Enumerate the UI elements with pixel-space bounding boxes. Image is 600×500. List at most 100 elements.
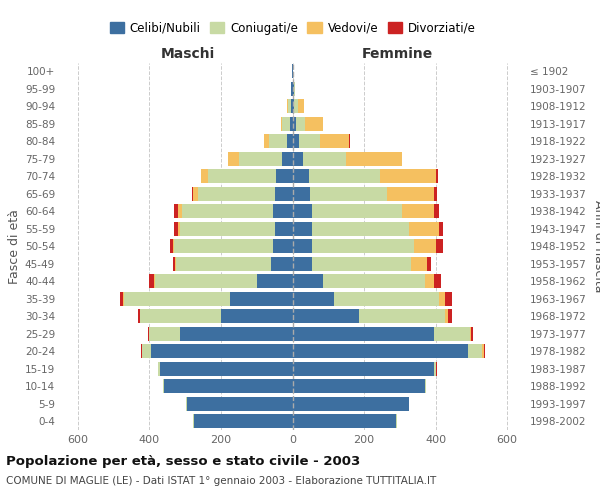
Bar: [312, 239, 414, 254]
Bar: [292, 64, 293, 78]
Bar: [320, 134, 349, 148]
Bar: [288, 99, 291, 114]
Bar: [154, 274, 155, 288]
Bar: [124, 292, 230, 306]
Bar: [291, 82, 292, 96]
Bar: [194, 414, 293, 428]
Bar: [293, 169, 308, 184]
Bar: [434, 186, 437, 201]
Bar: [283, 116, 290, 131]
Bar: [173, 256, 175, 271]
Bar: [293, 204, 312, 218]
Bar: [445, 309, 448, 324]
Bar: [308, 169, 380, 184]
Bar: [312, 256, 410, 271]
Bar: [257, 274, 293, 288]
Bar: [427, 256, 431, 271]
Bar: [200, 169, 201, 184]
Bar: [434, 362, 436, 376]
Bar: [176, 256, 271, 271]
Y-axis label: Anni di nascita: Anni di nascita: [592, 200, 600, 292]
Y-axis label: Fasce di età: Fasce di età: [8, 209, 21, 284]
Bar: [293, 186, 310, 201]
Bar: [178, 204, 182, 218]
Bar: [121, 292, 124, 306]
Bar: [140, 309, 221, 324]
Bar: [175, 204, 178, 218]
Bar: [434, 204, 439, 218]
Bar: [448, 309, 452, 324]
Bar: [439, 222, 443, 236]
Bar: [264, 134, 269, 148]
Bar: [303, 152, 346, 166]
Bar: [228, 152, 239, 166]
Bar: [294, 99, 298, 114]
Bar: [221, 309, 293, 324]
Bar: [387, 186, 434, 201]
Text: Popolazione per età, sesso e stato civile - 2003: Popolazione per età, sesso e stato civil…: [6, 455, 360, 468]
Bar: [293, 152, 303, 166]
Bar: [277, 169, 293, 184]
Bar: [293, 116, 296, 131]
Bar: [346, 152, 401, 166]
Bar: [273, 239, 293, 254]
Bar: [173, 239, 175, 254]
Bar: [468, 344, 482, 358]
Bar: [472, 326, 473, 341]
Bar: [155, 274, 257, 288]
Bar: [281, 116, 283, 131]
Text: COMUNE DI MAGLIE (LE) - Dati ISTAT 1° gennaio 2003 - Elaborazione TUTTITALIA.IT: COMUNE DI MAGLIE (LE) - Dati ISTAT 1° ge…: [6, 476, 436, 486]
Bar: [293, 134, 299, 148]
Bar: [201, 169, 208, 184]
Bar: [275, 186, 293, 201]
Bar: [293, 222, 312, 236]
Bar: [151, 344, 293, 358]
Bar: [293, 414, 396, 428]
Bar: [180, 326, 293, 341]
Bar: [470, 326, 472, 341]
Bar: [198, 186, 275, 201]
Text: Maschi: Maschi: [161, 47, 215, 60]
Bar: [287, 134, 293, 148]
Bar: [299, 134, 320, 148]
Bar: [230, 292, 293, 306]
Bar: [275, 222, 293, 236]
Bar: [410, 256, 427, 271]
Bar: [291, 99, 293, 114]
Bar: [484, 344, 485, 358]
Bar: [409, 222, 439, 236]
Bar: [271, 256, 293, 271]
Bar: [148, 326, 149, 341]
Bar: [282, 152, 293, 166]
Bar: [287, 99, 288, 114]
Bar: [436, 169, 439, 184]
Bar: [293, 239, 312, 254]
Bar: [138, 309, 140, 324]
Bar: [425, 274, 434, 288]
Bar: [149, 274, 154, 288]
Bar: [141, 344, 142, 358]
Bar: [293, 292, 334, 306]
Bar: [170, 239, 173, 254]
Text: Femmine: Femmine: [361, 47, 433, 60]
Bar: [292, 82, 293, 96]
Bar: [298, 99, 304, 114]
Bar: [396, 414, 397, 428]
Bar: [208, 169, 277, 184]
Bar: [414, 239, 436, 254]
Bar: [163, 379, 164, 394]
Bar: [160, 362, 293, 376]
Bar: [334, 292, 439, 306]
Bar: [401, 204, 434, 218]
Bar: [142, 344, 151, 358]
Bar: [293, 309, 359, 324]
Bar: [293, 362, 434, 376]
Bar: [193, 414, 194, 428]
Bar: [187, 396, 293, 411]
Bar: [293, 99, 294, 114]
Bar: [293, 256, 312, 271]
Bar: [445, 292, 452, 306]
Bar: [434, 326, 470, 341]
Bar: [305, 116, 323, 131]
Bar: [439, 292, 445, 306]
